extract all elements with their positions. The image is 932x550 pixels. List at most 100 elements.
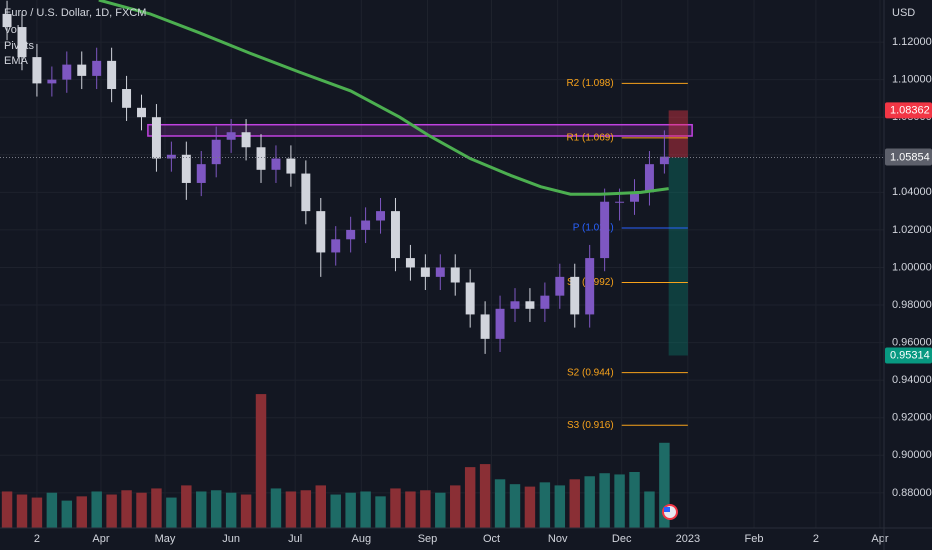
x-tick-label: 2	[34, 533, 40, 545]
candle-body	[361, 220, 371, 230]
x-tick-label: Oct	[483, 533, 500, 545]
volume-bar	[166, 497, 177, 528]
volume-bar	[494, 479, 506, 528]
volume-bar	[390, 488, 401, 528]
x-tick-label: May	[155, 533, 176, 545]
volume-bar	[46, 492, 58, 528]
pivot-label: S2 (0.944)	[567, 367, 614, 378]
y-tick-label: 1.00000	[892, 261, 932, 273]
volume-bar	[584, 476, 595, 528]
volume-bar	[524, 486, 536, 528]
candle-body	[301, 173, 311, 212]
target-zone	[668, 157, 688, 356]
y-tick-label: 1.04000	[892, 186, 932, 198]
volume-bar	[31, 497, 43, 528]
candle-body	[107, 60, 117, 90]
volume-bar	[151, 488, 162, 528]
candle-body	[376, 211, 386, 221]
candle-body	[346, 229, 356, 240]
candle-body	[390, 211, 400, 259]
volume-bar	[509, 484, 521, 528]
plot-area: R2 (1.098)R1 (1.069)P (1.021)S1 (0.992)S…	[0, 0, 884, 528]
candle-body	[525, 301, 535, 309]
axes: 1.120001.100001.080001.060001.040001.020…	[34, 36, 932, 545]
candle-body	[271, 158, 281, 170]
volume-bar	[106, 494, 117, 528]
legend-item[interactable]: Vol	[4, 24, 19, 36]
legend-item[interactable]: Pivots	[4, 40, 34, 52]
candle-body	[555, 276, 565, 296]
pivot-label: P (1.021)	[573, 223, 614, 234]
x-tick-label: Dec	[612, 533, 632, 545]
volume-bar	[435, 492, 446, 528]
volume-bar	[629, 472, 640, 528]
price-tag-label: 0.95314	[890, 349, 930, 361]
volume-bar	[539, 482, 551, 528]
volume-bar	[225, 492, 237, 528]
x-tick-label: Apr	[92, 533, 109, 545]
stop-zone	[668, 110, 688, 158]
candle-body	[615, 201, 625, 203]
candle-body	[151, 117, 161, 159]
volume-bar	[345, 492, 356, 528]
volume-bar	[196, 491, 207, 528]
price-tag	[885, 102, 932, 119]
y-tick-label: 1.12000	[892, 36, 932, 48]
legend-item[interactable]: EMA	[4, 55, 29, 67]
grid	[0, 0, 884, 528]
candle-body	[137, 107, 146, 118]
candle-body	[92, 60, 102, 76]
chart-title: Euro / U.S. Dollar, 1D, FXCM	[4, 7, 146, 19]
volume-bar	[121, 490, 132, 528]
volume-bar	[599, 473, 610, 528]
x-tick-label: Apr	[871, 533, 888, 545]
candle-body	[77, 64, 87, 76]
price-tag-label: 1.08362	[890, 104, 930, 116]
candle-body	[450, 267, 460, 283]
volume-bar	[315, 485, 327, 528]
volume-bar	[644, 491, 655, 528]
candle-body	[2, 13, 12, 28]
candle-body	[585, 258, 595, 315]
volume-bar	[76, 496, 87, 528]
candle-body	[17, 27, 27, 58]
candle-body	[570, 276, 580, 315]
x-tick-label: 2	[813, 533, 819, 545]
candle-body	[241, 132, 251, 148]
candle-body	[47, 79, 57, 84]
candle-body	[122, 89, 132, 108]
y-tick-label: 0.98000	[892, 299, 932, 311]
candle-body	[405, 258, 415, 268]
candle-body	[286, 158, 296, 174]
volume-bar	[659, 442, 670, 528]
ema-line	[98, 0, 669, 196]
candle-body	[181, 154, 191, 183]
y-tick-label: 0.90000	[892, 449, 932, 461]
x-tick-label: Aug	[352, 533, 372, 545]
candle-body	[659, 156, 669, 165]
candle-body	[316, 211, 326, 253]
volume-bar	[569, 479, 580, 528]
candle-body	[166, 154, 176, 159]
volume-bar	[270, 488, 282, 528]
y-tick-label: 0.94000	[892, 374, 932, 386]
volume-bar	[450, 485, 461, 528]
candle-body	[480, 314, 490, 339]
price-tag-label: 1.05854	[890, 151, 930, 163]
candle-body	[435, 267, 445, 277]
volume-bar	[61, 500, 73, 528]
candle-body	[420, 267, 430, 277]
candle-body	[495, 308, 505, 339]
volume-bar	[16, 494, 28, 528]
candle-body	[510, 301, 520, 309]
volume-bar	[464, 467, 476, 528]
candle-body	[465, 282, 475, 315]
candle-body	[644, 164, 654, 193]
pivot-label: R2 (1.098)	[566, 78, 613, 89]
candle-body	[540, 295, 550, 309]
y-tick-label: 0.96000	[892, 337, 932, 349]
x-tick-label: 2023	[676, 533, 700, 545]
volume-bar	[479, 464, 491, 528]
